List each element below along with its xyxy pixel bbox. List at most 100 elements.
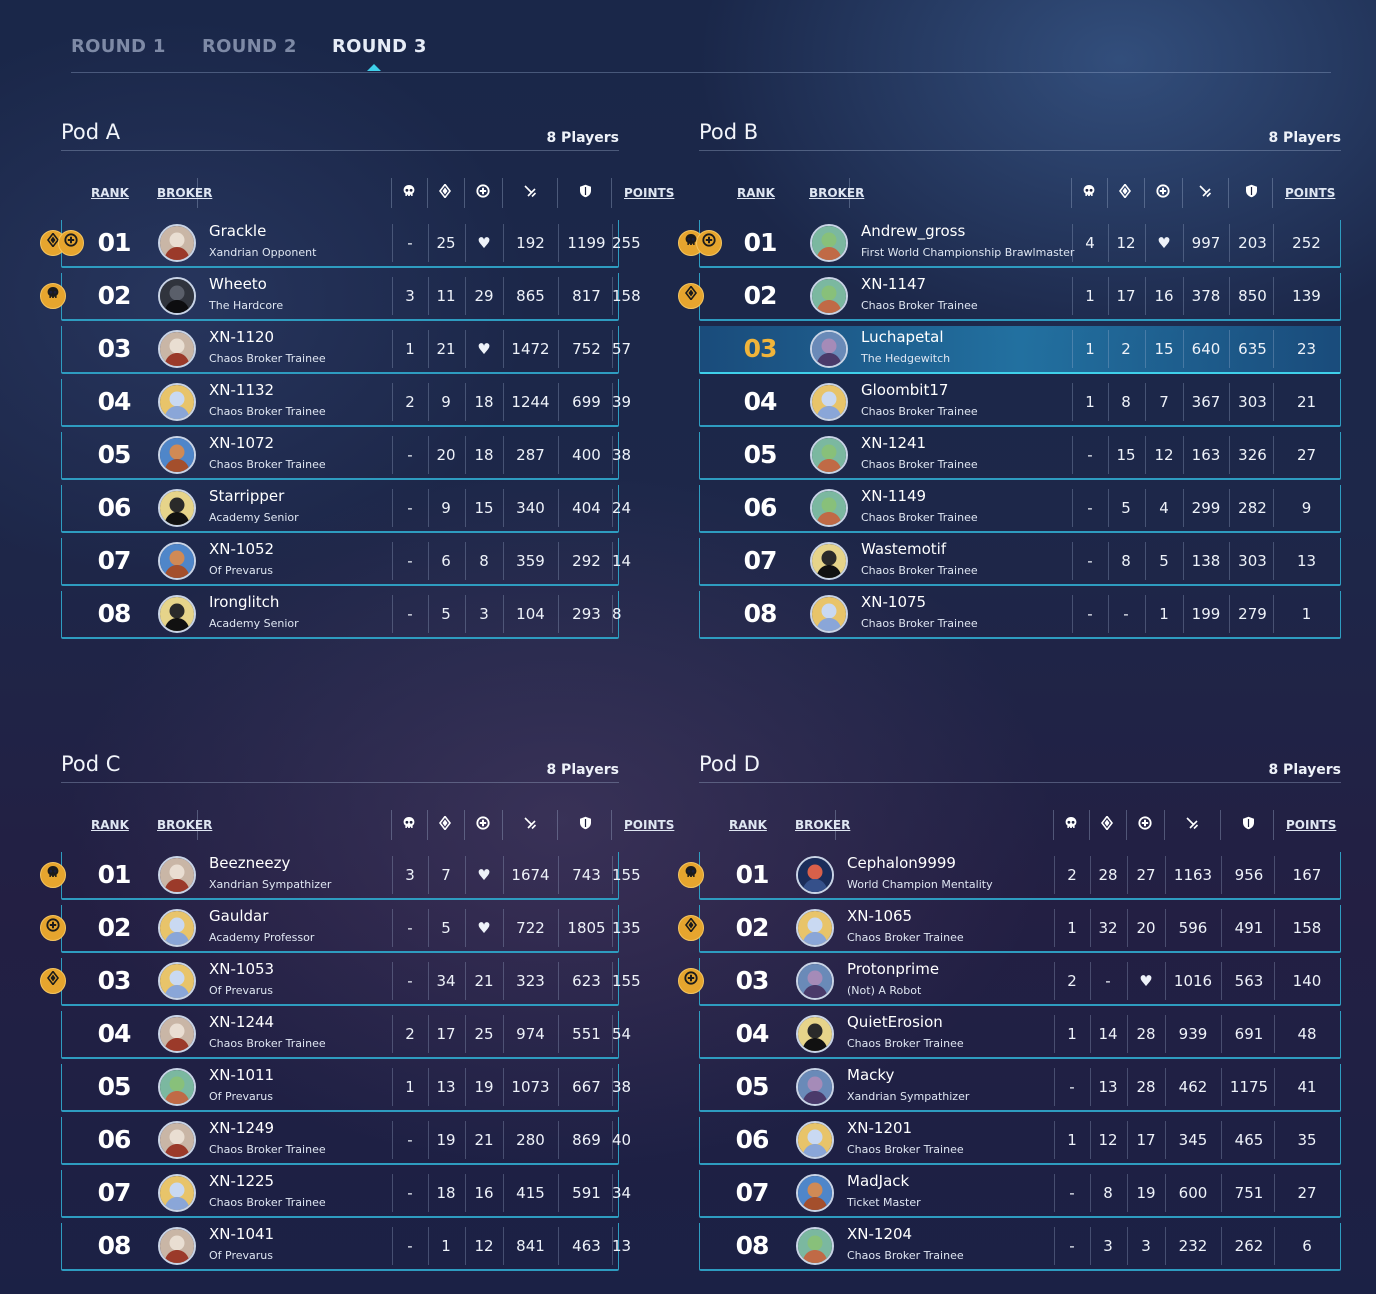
- tab-round-2[interactable]: ROUND 2: [202, 36, 297, 57]
- skull-icon[interactable]: [391, 816, 427, 834]
- diamond-icon[interactable]: [1107, 183, 1143, 202]
- player-name[interactable]: Luchapetal: [861, 328, 944, 346]
- points-column-header[interactable]: POINTS: [624, 186, 675, 200]
- sword-icon[interactable]: [502, 816, 557, 834]
- avatar[interactable]: [158, 489, 196, 527]
- avatar[interactable]: [158, 383, 196, 421]
- diamond-icon[interactable]: [1089, 815, 1125, 834]
- player-row[interactable]: 01 Grackle Xandrian Opponent - 25 ♥ 192 1199 25…: [40, 220, 641, 268]
- plus-circle-icon[interactable]: [464, 184, 502, 202]
- sword-icon[interactable]: [502, 184, 557, 202]
- rank-column-header[interactable]: RANK: [729, 818, 767, 832]
- player-name[interactable]: Grackle: [209, 222, 267, 240]
- avatar[interactable]: [158, 542, 196, 580]
- player-name[interactable]: Cephalon9999: [847, 854, 956, 872]
- player-row[interactable]: 04 QuietErosion Chaos Broker Trainee 1 14 28…: [699, 1011, 1341, 1059]
- points-column-header[interactable]: POINTS: [624, 818, 675, 832]
- broker-column-header[interactable]: BROKER: [157, 186, 213, 200]
- player-name[interactable]: Gauldar: [209, 907, 269, 925]
- player-row[interactable]: 07 MadJack Ticket Master - 8 19 600 751 27: [699, 1170, 1341, 1218]
- player-row[interactable]: 02 XN-1147 Chaos Broker Trainee 1 17 16 378 85…: [678, 273, 1341, 321]
- player-row[interactable]: 01 Andrew_gross First World Championship …: [678, 220, 1341, 268]
- player-name[interactable]: XN-1072: [209, 434, 275, 452]
- player-row[interactable]: 01 Cephalon9999 World Champion Mentality 2…: [678, 852, 1341, 900]
- player-name[interactable]: Wheeto: [209, 275, 267, 293]
- avatar[interactable]: [158, 595, 196, 633]
- skull-icon[interactable]: [1071, 184, 1107, 202]
- broker-column-header[interactable]: BROKER: [157, 818, 213, 832]
- player-name[interactable]: XN-1241: [861, 434, 927, 452]
- player-row[interactable]: 03 XN-1053 Of Prevarus - 34 21 323 623 155: [40, 958, 641, 1006]
- avatar[interactable]: [796, 1174, 834, 1212]
- player-row[interactable]: 04 XN-1132 Chaos Broker Trainee 2 9 18 1244 69…: [61, 379, 631, 427]
- player-name[interactable]: Protonprime: [847, 960, 940, 978]
- shield-icon[interactable]: [557, 184, 614, 202]
- player-row[interactable]: 08 Ironglitch Academy Senior - 5 3 104 293 8: [61, 591, 622, 639]
- avatar[interactable]: [810, 489, 848, 527]
- rank-column-header[interactable]: RANK: [737, 186, 775, 200]
- avatar[interactable]: [796, 1015, 834, 1053]
- player-row[interactable]: 05 Macky Xandrian Sympathizer - 13 28 462 1175…: [699, 1064, 1341, 1112]
- player-name[interactable]: XN-1075: [861, 593, 927, 611]
- avatar[interactable]: [158, 856, 196, 894]
- player-row[interactable]: 08 XN-1204 Chaos Broker Trainee - 3 3 232 262 6: [699, 1223, 1341, 1271]
- broker-column-header[interactable]: BROKER: [795, 818, 851, 832]
- avatar[interactable]: [158, 1174, 196, 1212]
- player-name[interactable]: XN-1011: [209, 1066, 275, 1084]
- shield-icon[interactable]: [1228, 184, 1275, 202]
- shield-icon[interactable]: [1220, 816, 1276, 834]
- avatar[interactable]: [158, 1121, 196, 1159]
- avatar[interactable]: [158, 1015, 196, 1053]
- player-row[interactable]: 08 XN-1075 Chaos Broker Trainee - - 1 199 279 1: [699, 591, 1341, 639]
- player-name[interactable]: Gloombit17: [861, 381, 949, 399]
- rank-column-header[interactable]: RANK: [91, 186, 129, 200]
- player-name[interactable]: XN-1201: [847, 1119, 913, 1137]
- player-name[interactable]: XN-1120: [209, 328, 275, 346]
- player-row[interactable]: 06 Starripper Academy Senior - 9 15 340 404 24: [61, 485, 631, 533]
- player-row[interactable]: 06 XN-1249 Chaos Broker Trainee - 19 21 280 86…: [61, 1117, 631, 1165]
- player-row[interactable]: 03 XN-1120 Chaos Broker Trainee 1 21 ♥ 1472 75…: [61, 326, 631, 374]
- avatar[interactable]: [810, 542, 848, 580]
- sword-icon[interactable]: [1182, 184, 1228, 202]
- avatar[interactable]: [796, 962, 834, 1000]
- player-name[interactable]: QuietErosion: [847, 1013, 943, 1031]
- rank-column-header[interactable]: RANK: [91, 818, 129, 832]
- player-name[interactable]: XN-1053: [209, 960, 275, 978]
- shield-icon[interactable]: [557, 816, 614, 834]
- player-name[interactable]: Ironglitch: [209, 593, 280, 611]
- player-name[interactable]: XN-1065: [847, 907, 913, 925]
- player-name[interactable]: Macky: [847, 1066, 895, 1084]
- avatar[interactable]: [810, 224, 848, 262]
- avatar[interactable]: [810, 595, 848, 633]
- points-column-header[interactable]: POINTS: [1286, 818, 1337, 832]
- avatar[interactable]: [158, 277, 196, 315]
- avatar[interactable]: [158, 1227, 196, 1265]
- avatar[interactable]: [158, 909, 196, 947]
- broker-column-header[interactable]: BROKER: [809, 186, 865, 200]
- plus-circle-icon[interactable]: [464, 816, 502, 834]
- player-name[interactable]: XN-1244: [209, 1013, 275, 1031]
- avatar[interactable]: [796, 856, 834, 894]
- plus-circle-icon[interactable]: [1144, 184, 1182, 202]
- diamond-icon[interactable]: [427, 183, 463, 202]
- player-row[interactable]: 06 XN-1149 Chaos Broker Trainee - 5 4 299 282 9: [699, 485, 1341, 533]
- avatar[interactable]: [796, 1227, 834, 1265]
- player-row[interactable]: 05 XN-1011 Of Prevarus 1 13 19 1073 667 38: [61, 1064, 631, 1112]
- player-row[interactable]: 02 Wheeto The Hardcore 3 11 29 865 817 158: [40, 273, 641, 321]
- player-row[interactable]: 05 XN-1072 Chaos Broker Trainee - 20 18 287 40…: [61, 432, 631, 480]
- player-name[interactable]: XN-1149: [861, 487, 927, 505]
- player-name[interactable]: XN-1204: [847, 1225, 913, 1243]
- points-column-header[interactable]: POINTS: [1285, 186, 1336, 200]
- player-name[interactable]: XN-1052: [209, 540, 275, 558]
- avatar[interactable]: [158, 224, 196, 262]
- avatar[interactable]: [158, 962, 196, 1000]
- player-row[interactable]: 06 XN-1201 Chaos Broker Trainee 1 12 17 345 46…: [699, 1117, 1341, 1165]
- player-row[interactable]: 02 XN-1065 Chaos Broker Trainee 1 32 20 596 49…: [678, 905, 1341, 953]
- player-name[interactable]: MadJack: [847, 1172, 910, 1190]
- player-row[interactable]: 04 Gloombit17 Chaos Broker Trainee 1 8 7 367 3…: [699, 379, 1341, 427]
- player-row[interactable]: 03 Luchapetal The Hedgewitch 1 2 15 640 635 23: [699, 326, 1341, 374]
- tab-round-1[interactable]: ROUND 1: [71, 36, 166, 57]
- player-name[interactable]: Andrew_gross: [861, 222, 966, 240]
- plus-circle-icon[interactable]: [1126, 816, 1164, 834]
- avatar[interactable]: [810, 330, 848, 368]
